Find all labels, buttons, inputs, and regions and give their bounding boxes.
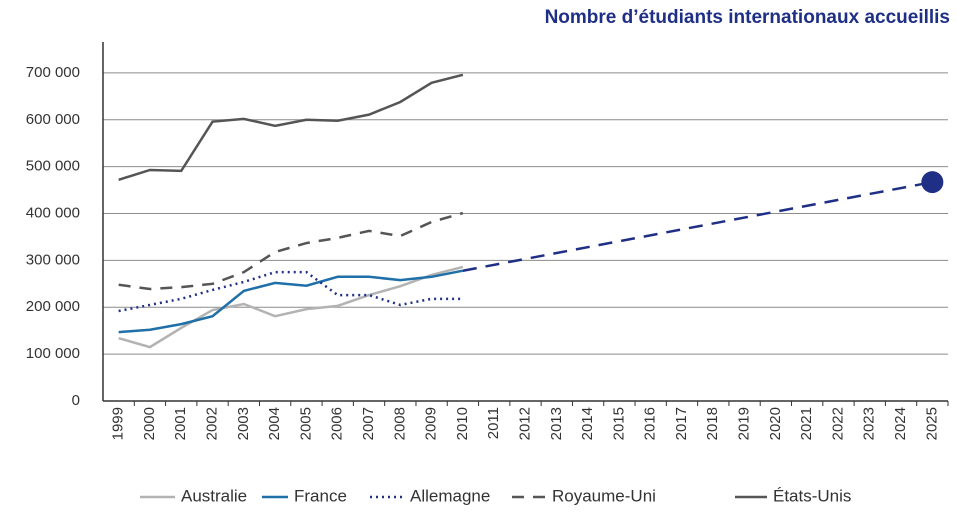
legend-label: Allemagne xyxy=(410,486,490,505)
x-tick-label: 2010 xyxy=(454,407,471,440)
x-tick-label: 2024 xyxy=(892,407,909,440)
series-line xyxy=(118,269,464,334)
x-tick-label: 2025 xyxy=(923,407,940,440)
y-tick-label: 300 000 xyxy=(26,251,80,268)
x-tick-label: 2011 xyxy=(485,407,502,439)
x-tick-label: 2014 xyxy=(579,407,596,440)
x-tick-label: 2008 xyxy=(391,407,408,440)
x-tick-label: 2001 xyxy=(172,407,189,440)
x-tick-label: 2016 xyxy=(642,407,659,440)
x-tick-label: 2005 xyxy=(297,407,314,440)
series-line xyxy=(118,73,464,181)
y-tick-label: 400 000 xyxy=(26,205,80,222)
legend-label: Australie xyxy=(181,486,247,505)
legend-label: États-Unis xyxy=(773,486,851,505)
projection-line xyxy=(462,180,933,272)
y-tick-label: 500 000 xyxy=(26,158,80,175)
y-tick-label: 700 000 xyxy=(26,64,80,81)
x-tick-label: 2007 xyxy=(360,407,377,440)
x-tick-label: 2015 xyxy=(610,407,627,440)
y-tick-label: 100 000 xyxy=(26,345,80,362)
x-tick-label: 2020 xyxy=(767,407,784,440)
series-line xyxy=(118,270,463,313)
x-tick-label: 2004 xyxy=(266,407,283,440)
x-tick-label: 2003 xyxy=(235,407,252,440)
x-tick-label: 2022 xyxy=(829,407,846,440)
x-tick-label: 2009 xyxy=(423,407,440,440)
chart-title: Nombre d’étudiants internationaux accuei… xyxy=(545,7,950,28)
x-tick-label: 2018 xyxy=(704,407,721,440)
x-tick-label: 2006 xyxy=(329,407,346,440)
series-line xyxy=(118,265,464,349)
legend-label: France xyxy=(294,486,347,505)
x-tick-label: 2023 xyxy=(861,407,878,440)
y-tick-label: 200 000 xyxy=(26,298,80,315)
legend-label: Royaume-Uni xyxy=(552,486,656,505)
y-tick-label: 0 xyxy=(72,392,80,409)
x-tick-label: 2000 xyxy=(141,407,158,440)
x-tick-label: 2012 xyxy=(516,407,533,440)
series-line xyxy=(118,211,464,291)
y-tick-label: 600 000 xyxy=(26,111,80,128)
x-tick-label: 2013 xyxy=(548,407,565,440)
projection-point xyxy=(921,171,944,194)
x-tick-label: 2002 xyxy=(204,407,221,440)
x-tick-label: 2017 xyxy=(673,407,690,440)
x-tick-label: 1999 xyxy=(110,407,127,440)
x-tick-label: 2021 xyxy=(798,407,815,440)
x-tick-label: 2019 xyxy=(736,407,753,440)
